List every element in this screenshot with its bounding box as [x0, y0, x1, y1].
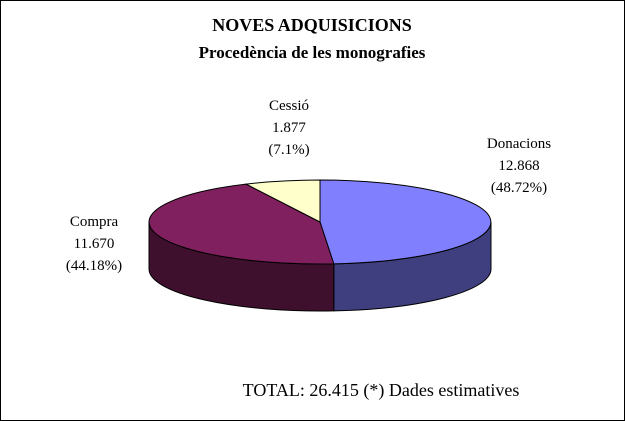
slice-percent-cessio: (7.1%) [268, 142, 309, 158]
chart-subtitle: Procedència de les monografies [199, 43, 426, 62]
pie-tops [148, 179, 492, 265]
slice-percent-donacions: (48.72%) [491, 180, 547, 196]
slice-label-cessio: Cessió [269, 98, 309, 114]
slice-value-cessio: 1.877 [272, 120, 306, 136]
chart-title: NOVES ADQUISICIONS [212, 15, 412, 35]
label-compra: Compra 11.670 (44.18%) [66, 214, 122, 274]
pie-slice-compra [148, 183, 335, 265]
label-donacions: Donacions 12.868 (48.72%) [487, 136, 551, 196]
pie-slice-cessio [244, 179, 321, 223]
chart-footer: TOTAL: 26.415 (*) Dades estimatives [243, 380, 520, 401]
label-cessio: Cessió 1.877 (7.1%) [268, 98, 309, 158]
slice-label-compra: Compra [70, 214, 119, 230]
slice-value-donacions: 12.868 [498, 158, 539, 174]
slice-percent-compra: (44.18%) [66, 258, 122, 274]
slice-value-compra: 11.670 [74, 236, 115, 252]
slice-label-donacions: Donacions [487, 136, 551, 152]
pie-slice-donacions [319, 179, 492, 265]
